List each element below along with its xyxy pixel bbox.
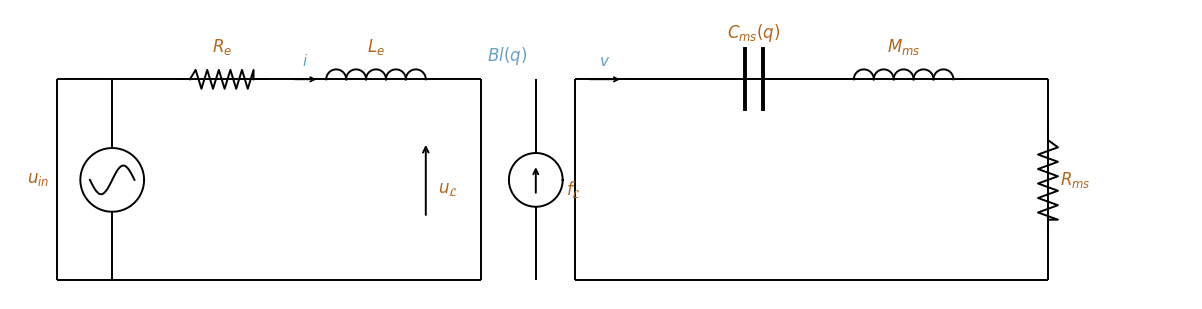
Text: $f_{\mathcal{L}}$: $f_{\mathcal{L}}$ [566,180,581,200]
Text: $C_{ms}(q)$: $C_{ms}(q)$ [727,23,781,44]
Text: $Bl(q)$: $Bl(q)$ [487,45,526,67]
Text: $M_{ms}$: $M_{ms}$ [887,37,921,57]
Text: $R_e$: $R_e$ [212,37,232,57]
Text: $L_e$: $L_e$ [367,37,385,57]
Text: $u_{in}$: $u_{in}$ [28,171,49,188]
Text: $i$: $i$ [302,53,309,70]
Text: $v$: $v$ [600,55,611,70]
Text: $R_{ms}$: $R_{ms}$ [1060,170,1090,190]
Text: $u_{\mathcal{L}}$: $u_{\mathcal{L}}$ [438,181,458,198]
